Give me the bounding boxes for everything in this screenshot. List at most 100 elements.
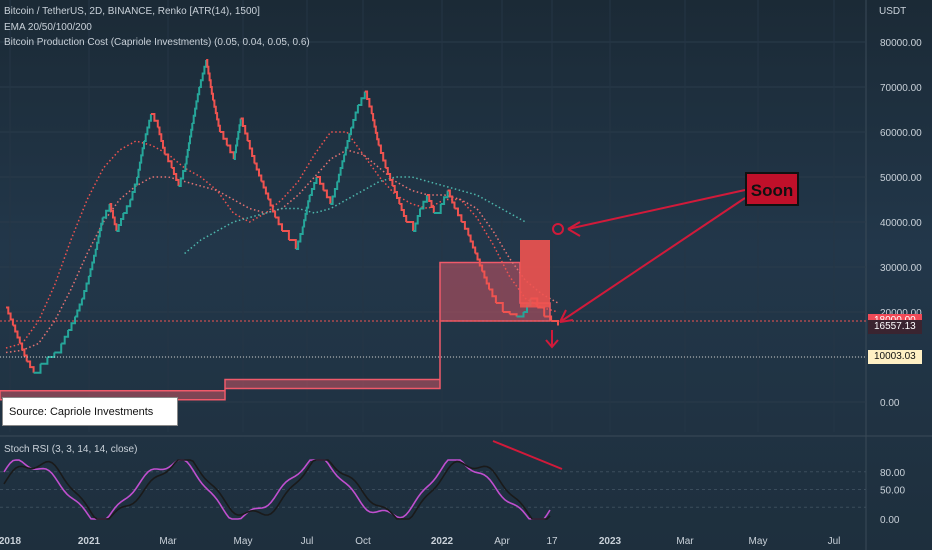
x-tick-label: Jul xyxy=(828,536,841,547)
renko-segment xyxy=(171,167,180,186)
renko-segment xyxy=(150,113,159,128)
annotation-arrows xyxy=(545,189,746,349)
renko-segment xyxy=(61,330,70,345)
stoch-rsi-pane: 80.00 50.00 0.00 xyxy=(0,440,905,526)
ema-legend[interactable]: EMA 20/50/100/200 xyxy=(4,22,92,33)
production-cost-band xyxy=(0,261,551,401)
renko-segment xyxy=(282,230,290,240)
renko-segment xyxy=(178,163,187,187)
production-cost-legend[interactable]: Bitcoin Production Cost (Capriole Invest… xyxy=(4,37,310,48)
ema-line xyxy=(184,176,526,255)
y-tick-label: 70000.00 xyxy=(880,83,922,94)
rsi-legend[interactable]: Stoch RSI (3, 3, 14, 14, close) xyxy=(4,444,138,455)
renko-segment xyxy=(102,204,111,219)
arrow-to-price xyxy=(559,197,746,323)
renko-segment xyxy=(81,276,90,300)
renko-segment xyxy=(219,131,228,146)
renko-segment xyxy=(88,249,97,277)
renko-segment xyxy=(54,343,63,354)
arrow-to-ema xyxy=(567,189,746,230)
renko-segment xyxy=(233,118,242,160)
target-circle xyxy=(552,223,564,235)
renko-segment xyxy=(426,194,435,213)
x-tick-label: Apr xyxy=(494,536,510,547)
renko-segment xyxy=(482,270,490,290)
renko-segment xyxy=(309,177,318,196)
renko-segment xyxy=(192,87,201,124)
renko-segment xyxy=(157,126,166,155)
renko-segment xyxy=(206,59,214,101)
arrowhead xyxy=(559,309,574,323)
renko-segment xyxy=(254,162,263,182)
renko-segment xyxy=(406,221,415,231)
source-note: Source: Capriole Investments xyxy=(2,397,178,426)
renko-segment xyxy=(40,357,49,365)
renko-segment xyxy=(461,221,470,236)
price-tag: 10003.03 xyxy=(868,349,922,364)
renko-segment xyxy=(288,239,297,249)
renko-segment xyxy=(275,216,283,231)
rsi-d-line xyxy=(3,459,551,520)
renko-segment xyxy=(495,302,504,312)
rsi-tick-label: 0.00 xyxy=(880,515,900,526)
renko-segment xyxy=(240,117,249,141)
renko-segment xyxy=(544,315,553,321)
y-tick-label: 20000.00 xyxy=(880,308,922,319)
renko-segment xyxy=(295,226,304,250)
renko-segment xyxy=(323,189,332,204)
renko-segment xyxy=(351,105,359,129)
soon-annotation: Soon xyxy=(745,172,799,206)
renko-segment xyxy=(357,91,366,106)
renko-segment xyxy=(475,252,484,272)
down-arrowhead xyxy=(545,339,559,349)
renko-segment xyxy=(454,207,463,222)
x-tick-label: 17 xyxy=(546,536,558,547)
renko-segment xyxy=(261,180,270,200)
renko-segment xyxy=(378,144,387,168)
price-levels xyxy=(0,320,866,358)
renko-segment xyxy=(164,153,173,168)
symbol-legend[interactable]: Bitcoin / TetherUS, 2D, BINANCE, Renko [… xyxy=(4,6,260,17)
y-tick-label: 80000.00 xyxy=(880,38,922,49)
renko-segment xyxy=(433,204,442,214)
renko-segment xyxy=(68,316,76,331)
x-tick-label: Mar xyxy=(159,536,177,547)
renko-segment xyxy=(330,181,339,205)
x-axis[interactable]: 2018 2021 Mar May Jul Oct 2022 Apr 17 2023 Mar May J… xyxy=(0,536,840,547)
renko-segment xyxy=(123,199,132,214)
renko-segment xyxy=(344,127,352,156)
renko-segment xyxy=(109,203,118,231)
y-tick-label: 50000.00 xyxy=(880,173,922,184)
renko-segment xyxy=(47,352,56,358)
ema-lines xyxy=(5,131,559,354)
renko-segment xyxy=(26,360,35,373)
y-tick-label: 40000.00 xyxy=(880,218,922,229)
x-tick-label: 2023 xyxy=(599,536,622,547)
renko-segment xyxy=(399,203,408,222)
renko-segment xyxy=(12,324,21,344)
renko-segment xyxy=(337,154,346,183)
renko-segment xyxy=(95,217,104,250)
renko-segment xyxy=(420,195,428,210)
renko-segment xyxy=(447,189,456,209)
renko-segment xyxy=(130,177,139,201)
x-tick-label: 2018 xyxy=(0,536,22,547)
arrowhead xyxy=(567,221,581,237)
y-tick-label: 60000.00 xyxy=(880,128,922,139)
renko-segment xyxy=(413,208,421,232)
x-tick-label: May xyxy=(234,536,253,547)
x-tick-label: Jul xyxy=(301,536,314,547)
renko-segment xyxy=(516,312,525,318)
renko-segment xyxy=(75,298,83,318)
x-tick-label: May xyxy=(749,536,768,547)
price-tag: 16557.13 xyxy=(868,320,922,335)
rsi-tick-label: 50.00 xyxy=(880,486,905,497)
renko-segment xyxy=(6,306,14,326)
renko-segment xyxy=(226,144,235,159)
y-tick-label: 30000.00 xyxy=(880,263,922,274)
renko-segment xyxy=(440,190,449,205)
x-tick-label: 2022 xyxy=(431,536,454,547)
